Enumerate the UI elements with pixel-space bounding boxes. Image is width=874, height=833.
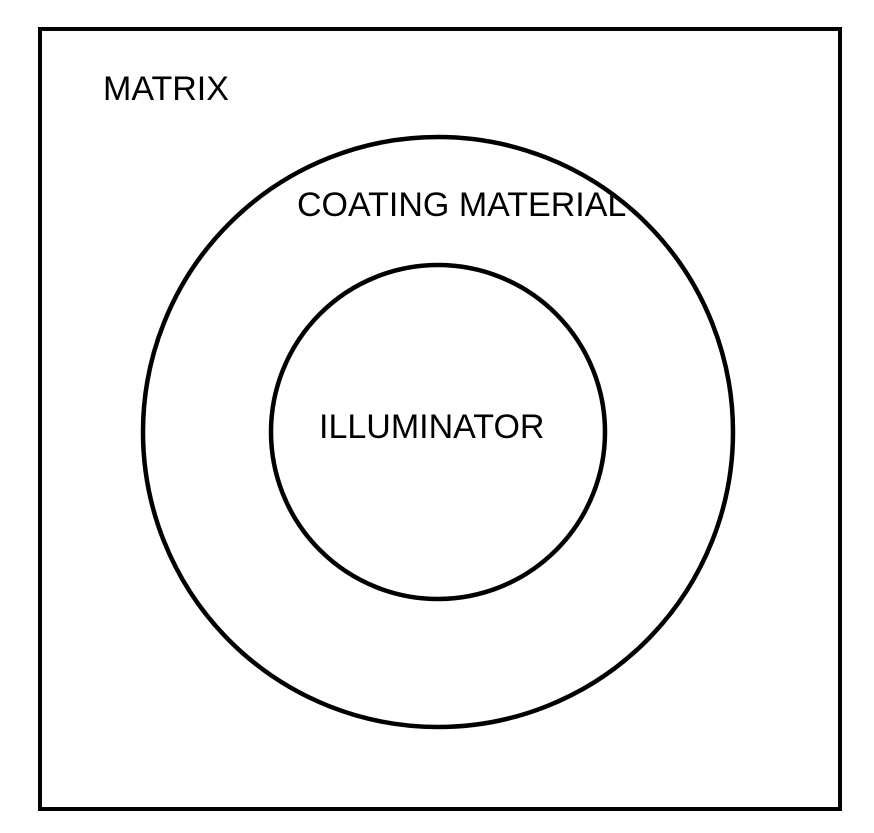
coating-label: COATING MATERIAL xyxy=(297,186,626,225)
diagram-canvas: MATRIX COATING MATERIAL ILLUMINATOR xyxy=(0,0,874,833)
matrix-label: MATRIX xyxy=(103,70,229,109)
illuminator-label: ILLUMINATOR xyxy=(319,408,544,447)
